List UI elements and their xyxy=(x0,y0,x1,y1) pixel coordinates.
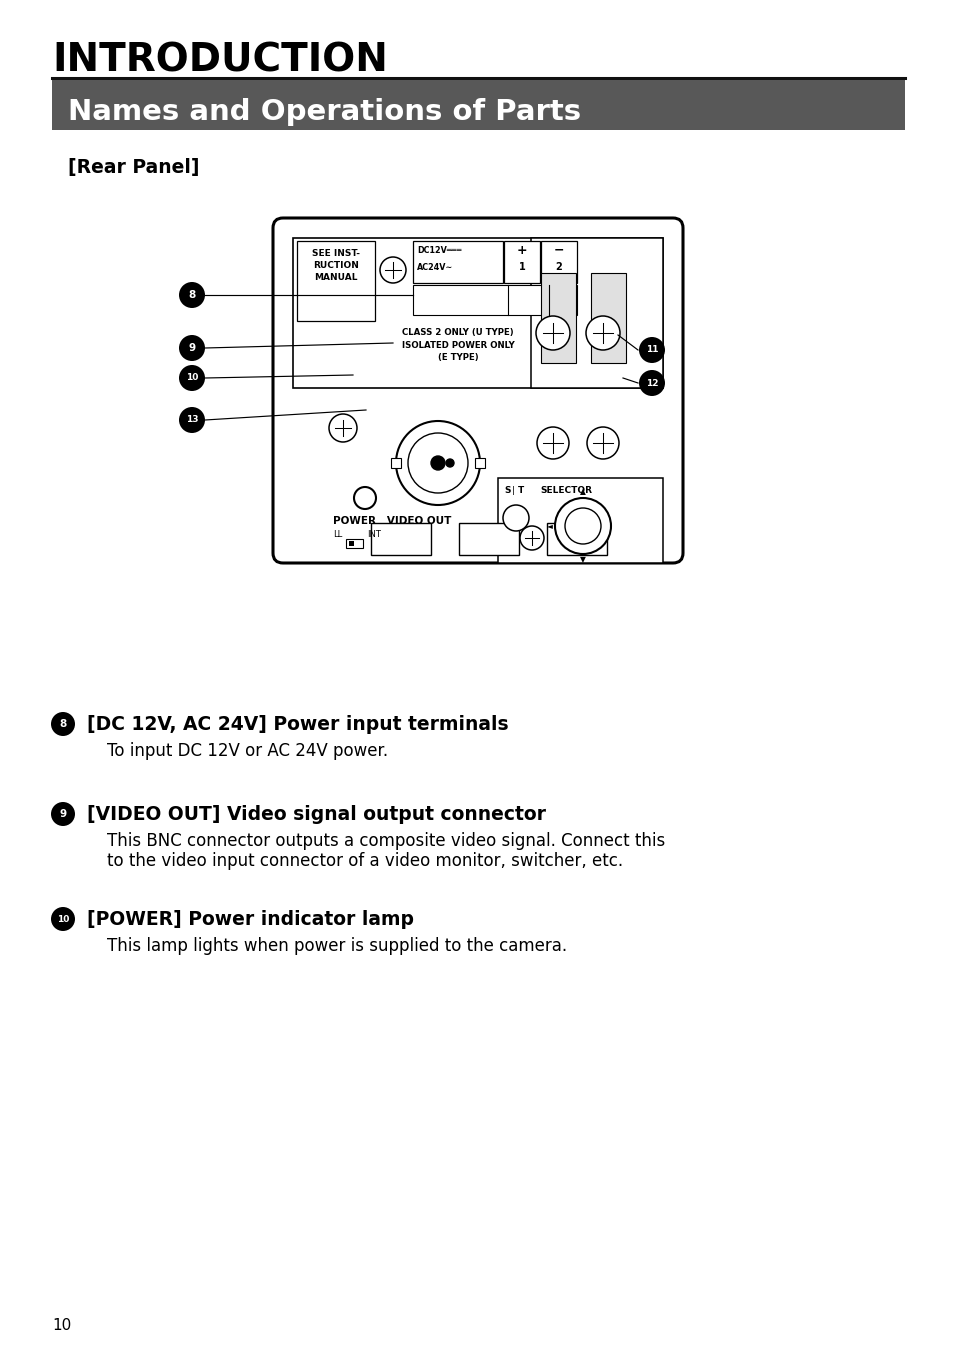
Text: ▼: ▼ xyxy=(579,555,585,565)
Text: 12: 12 xyxy=(645,378,658,387)
FancyBboxPatch shape xyxy=(296,241,375,321)
Text: |: | xyxy=(512,486,515,495)
Circle shape xyxy=(329,414,356,443)
Circle shape xyxy=(431,456,444,469)
Text: 2: 2 xyxy=(555,262,561,272)
Text: [Rear Panel]: [Rear Panel] xyxy=(68,157,199,178)
Text: LL: LL xyxy=(333,530,342,539)
FancyBboxPatch shape xyxy=(497,477,662,564)
Text: +: + xyxy=(517,243,527,257)
Text: CLASS 2 ONLY (U TYPE)
ISOLATED POWER ONLY
(E TYPE): CLASS 2 ONLY (U TYPE) ISOLATED POWER ONL… xyxy=(401,328,514,362)
Text: POWER   VIDEO OUT: POWER VIDEO OUT xyxy=(333,516,451,526)
FancyBboxPatch shape xyxy=(546,523,606,555)
Circle shape xyxy=(179,364,205,391)
FancyBboxPatch shape xyxy=(503,241,539,282)
Circle shape xyxy=(408,433,468,494)
Text: ▲: ▲ xyxy=(579,487,585,496)
Circle shape xyxy=(51,802,75,826)
Text: This lamp lights when power is supplied to the camera.: This lamp lights when power is supplied … xyxy=(107,937,566,955)
Text: 10: 10 xyxy=(52,1318,71,1333)
FancyBboxPatch shape xyxy=(273,218,682,564)
Circle shape xyxy=(519,526,543,550)
Text: ◄: ◄ xyxy=(546,522,553,530)
Circle shape xyxy=(354,487,375,508)
Circle shape xyxy=(536,316,569,350)
Text: Names and Operations of Parts: Names and Operations of Parts xyxy=(68,98,580,126)
Text: [DC 12V, AC 24V] Power input terminals: [DC 12V, AC 24V] Power input terminals xyxy=(87,716,508,734)
Text: DC12V═══: DC12V═══ xyxy=(416,246,461,256)
Circle shape xyxy=(585,316,619,350)
Circle shape xyxy=(639,370,664,395)
Circle shape xyxy=(537,426,568,459)
FancyBboxPatch shape xyxy=(540,273,576,363)
Circle shape xyxy=(379,257,406,282)
Text: T: T xyxy=(517,486,524,495)
Text: 10: 10 xyxy=(57,915,70,924)
Circle shape xyxy=(179,282,205,308)
Circle shape xyxy=(395,421,479,504)
Text: 9: 9 xyxy=(189,343,195,352)
Text: −: − xyxy=(553,243,563,257)
FancyBboxPatch shape xyxy=(52,79,904,130)
Text: S: S xyxy=(503,486,510,495)
Circle shape xyxy=(446,459,454,467)
Circle shape xyxy=(179,335,205,360)
Circle shape xyxy=(555,498,610,554)
Text: 11: 11 xyxy=(645,346,658,355)
Circle shape xyxy=(51,907,75,931)
Text: 9: 9 xyxy=(59,808,67,819)
FancyBboxPatch shape xyxy=(531,238,662,387)
Circle shape xyxy=(179,408,205,433)
Circle shape xyxy=(586,426,618,459)
Bar xyxy=(391,459,400,468)
FancyBboxPatch shape xyxy=(346,539,363,547)
Text: INT: INT xyxy=(367,530,380,539)
Circle shape xyxy=(564,508,600,543)
Circle shape xyxy=(639,338,664,363)
Text: 8: 8 xyxy=(59,720,67,729)
Circle shape xyxy=(502,504,529,531)
Text: 8: 8 xyxy=(188,291,195,300)
Text: to the video input connector of a video monitor, switcher, etc.: to the video input connector of a video … xyxy=(107,851,622,870)
FancyBboxPatch shape xyxy=(413,285,577,315)
Bar xyxy=(349,541,354,546)
Text: This BNC connector outputs a composite video signal. Connect this: This BNC connector outputs a composite v… xyxy=(107,833,664,850)
FancyBboxPatch shape xyxy=(293,238,662,387)
Text: To input DC 12V or AC 24V power.: To input DC 12V or AC 24V power. xyxy=(107,742,388,760)
FancyBboxPatch shape xyxy=(371,523,431,555)
Text: 1: 1 xyxy=(518,262,525,272)
Text: SELECTOR: SELECTOR xyxy=(539,486,592,495)
Text: AC24V∼: AC24V∼ xyxy=(416,264,453,272)
FancyBboxPatch shape xyxy=(540,241,577,282)
Text: [VIDEO OUT] Video signal output connector: [VIDEO OUT] Video signal output connecto… xyxy=(87,806,545,824)
Text: 13: 13 xyxy=(186,416,198,425)
FancyBboxPatch shape xyxy=(413,241,502,282)
Bar xyxy=(475,459,484,468)
Text: [POWER] Power indicator lamp: [POWER] Power indicator lamp xyxy=(87,911,414,929)
FancyBboxPatch shape xyxy=(458,523,518,555)
Text: SEE INST-
RUCTION
MANUAL: SEE INST- RUCTION MANUAL xyxy=(312,249,359,281)
Text: 10: 10 xyxy=(186,374,198,382)
Circle shape xyxy=(51,712,75,736)
FancyBboxPatch shape xyxy=(590,273,625,363)
Text: INTRODUCTION: INTRODUCTION xyxy=(52,42,388,79)
